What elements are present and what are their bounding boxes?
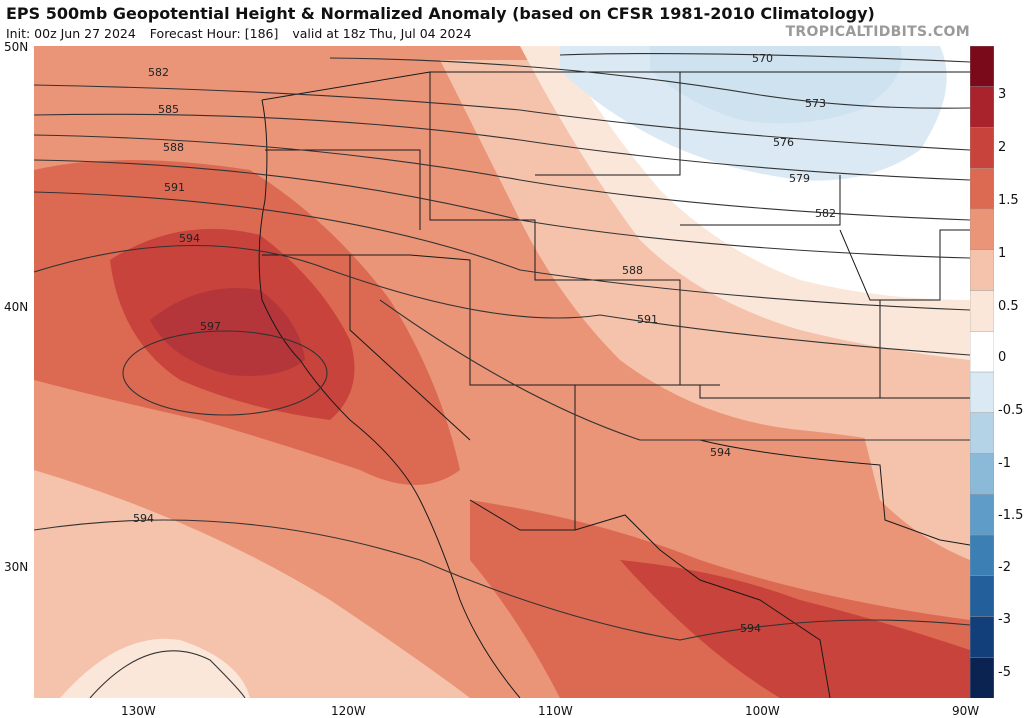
lat-label: 40N [4,300,29,314]
colorbar-swatch [970,453,994,495]
colorbar-swatch [970,86,994,129]
colorbar-swatch [970,534,994,577]
lon-label: 130W [121,704,156,718]
contour-label: 594 [710,446,731,459]
contour-label: 594 [740,622,761,635]
map-subtitle: Init: 00z Jun 27 2024 Forecast Hour: [18… [6,26,481,41]
map-title: EPS 500mb Geopotential Height & Normaliz… [6,4,875,23]
contour-label: 576 [773,136,794,149]
contour-label: 579 [789,172,810,185]
colorbar-label: -1 [998,456,1011,471]
colorbar-label: 0.5 [998,299,1019,314]
colorbar-label: 2 [998,140,1007,155]
watermark: TROPICALTIDBITS.COM [785,24,970,40]
boundaries [258,71,970,698]
colorbar-swatch [970,575,994,618]
contour-label: 573 [805,97,826,110]
contour-label: 588 [622,264,643,277]
colorbar-label: -3 [998,612,1011,627]
colorbar-label: 1.5 [998,193,1019,208]
height-contours [34,52,970,698]
contour-label: 594 [179,232,200,245]
lat-label: 50N [4,40,29,54]
colorbar-swatch [970,249,994,292]
lat-label: 30N [4,560,29,574]
anomaly-fill [34,46,970,698]
colorbar-label: 3 [998,87,1007,102]
contour-label: 570 [752,52,773,65]
contour-label: 585 [158,103,179,116]
contour-label: 582 [148,66,169,79]
colorbar-swatch [970,371,994,414]
contour-label: 582 [815,207,836,220]
colorbar-swatch [970,616,994,658]
contour-label: 594 [133,512,154,525]
lon-label: 120W [331,704,366,718]
colorbar-swatch [970,290,994,332]
colorbar-label: -0.5 [998,403,1024,418]
init-time: Init: 00z Jun 27 2024 [6,26,136,41]
colorbar-swatch [970,657,994,698]
colorbar [970,46,994,698]
colorbar-swatch [970,127,994,169]
colorbar-swatch [970,208,994,251]
colorbar-swatch [970,494,994,536]
valid-time: valid at 18z Thu, Jul 04 2024 [292,26,472,41]
colorbar-label: -5 [998,665,1011,680]
colorbar-label: -1.5 [998,508,1024,523]
contour-label: 591 [637,313,658,326]
colorbar-swatch [970,46,994,88]
colorbar-swatch [970,412,994,455]
forecast-hour: Forecast Hour: [186] [149,26,279,41]
colorbar-swatch [970,331,994,373]
lon-label: 90W [952,704,980,718]
colorbar-label: 1 [998,246,1007,261]
contour-label: 597 [200,320,221,333]
colorbar-swatch [970,168,994,210]
colorbar-label: -2 [998,560,1011,575]
lon-label: 110W [538,704,573,718]
contour-label: 588 [163,141,184,154]
colorbar-label: 0 [998,350,1007,365]
lon-label: 100W [745,704,780,718]
contour-label: 591 [164,181,185,194]
